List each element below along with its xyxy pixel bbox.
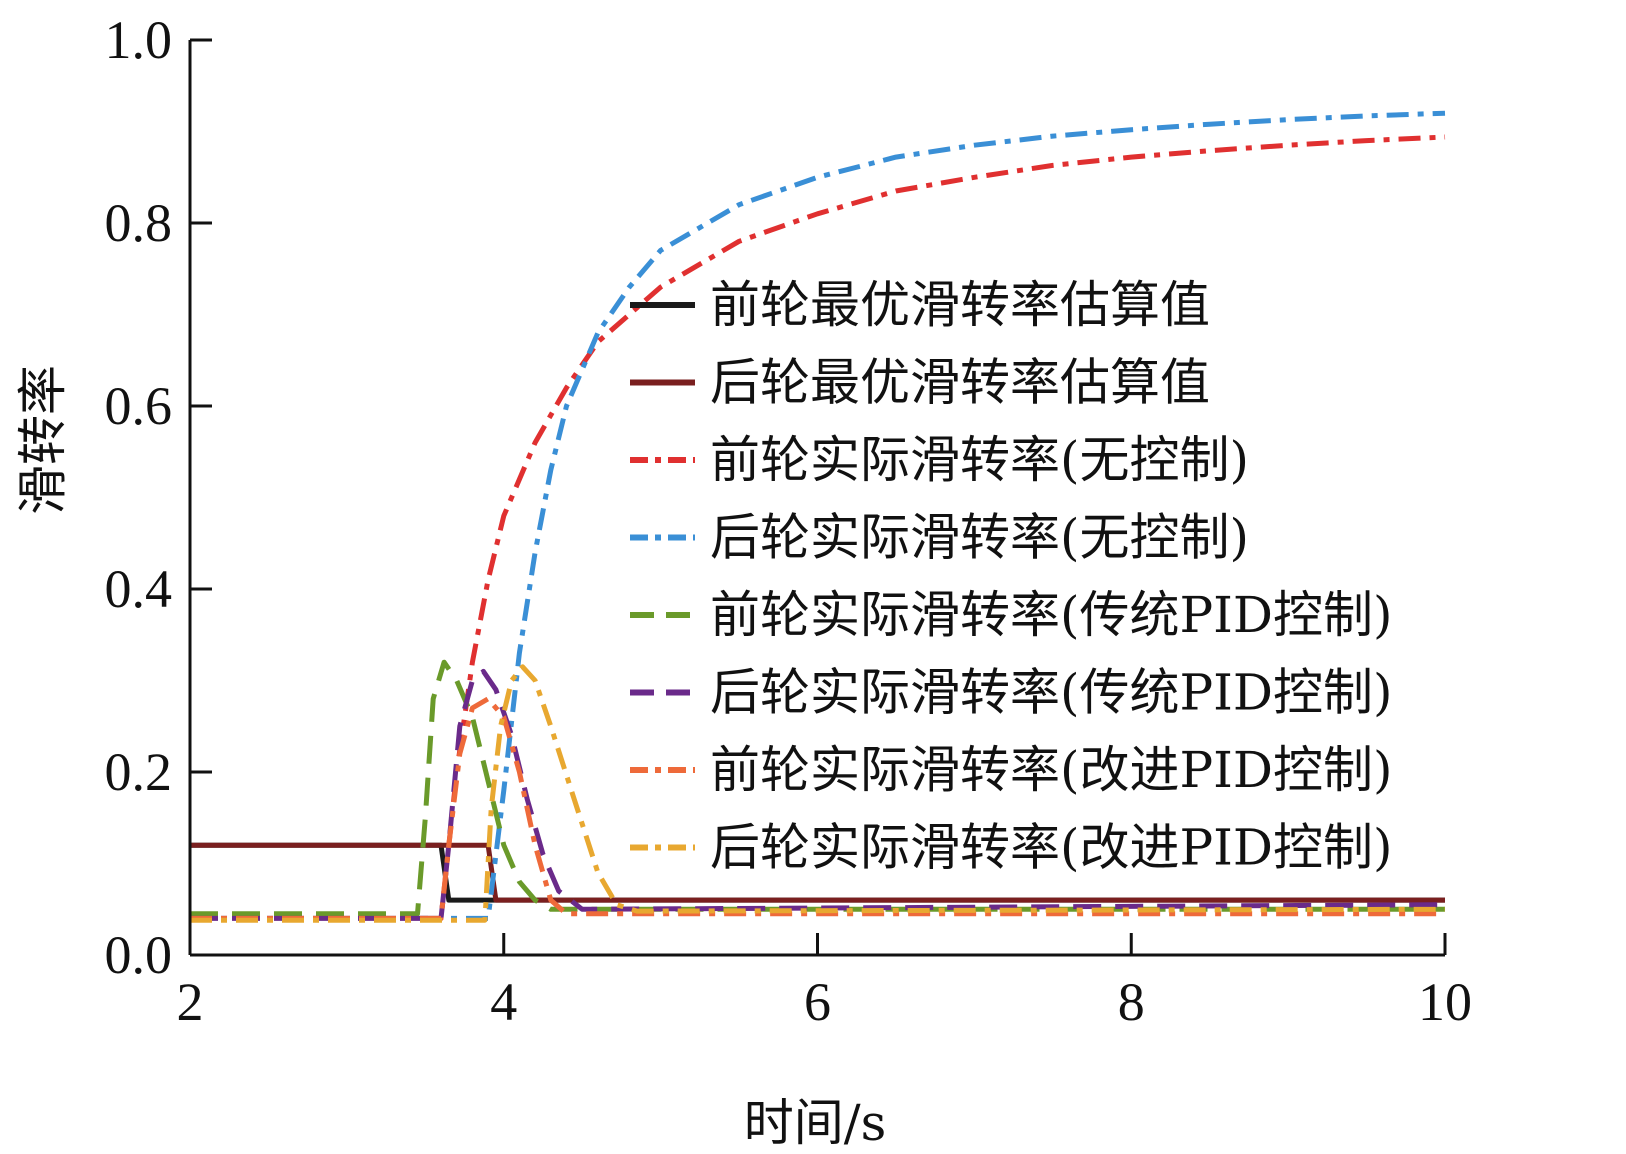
series-line-8: [190, 664, 1446, 923]
y-axis-label: 滑转率: [14, 365, 72, 515]
legend-label: 后轮实际滑转率(传统PID控制): [710, 664, 1393, 722]
legend-label: 前轮实际滑转率(无控制): [710, 431, 1249, 489]
x-tick-label: 8: [1118, 972, 1145, 1032]
series-layer: [190, 110, 1446, 923]
y-tick-label: 1.0: [105, 10, 173, 70]
y-tick-label: 0.0: [105, 925, 173, 985]
x-tick-label: 6: [804, 972, 831, 1032]
legend-label: 后轮实际滑转率(改进PID控制): [710, 819, 1393, 877]
legend-label: 前轮实际滑转率(改进PID控制): [710, 741, 1393, 799]
tick-labels: 2 4 6 8 10 0.0 0.2 0.4 0.6 0.8 1.0: [105, 10, 1473, 1032]
legend-label: 前轮最优滑转率估算值: [710, 276, 1210, 334]
y-tick-label: 0.2: [105, 742, 173, 802]
y-tick-label: 0.8: [105, 193, 173, 253]
x-tick-label: 10: [1418, 972, 1472, 1032]
series-line-6: [190, 668, 1446, 921]
x-tick-label: 2: [177, 972, 204, 1032]
y-tick-label: 0.4: [105, 559, 173, 619]
x-axis-label: 时间/s: [744, 1094, 887, 1152]
x-tick-label: 4: [490, 972, 517, 1032]
axes: [188, 38, 1447, 957]
series-line-4: [190, 110, 1446, 921]
series-line-7: [190, 696, 1445, 921]
legend-label: 前轮实际滑转率(传统PID控制): [710, 586, 1393, 644]
series-line-3: [190, 134, 1446, 921]
legend-label: 后轮实际滑转率(无控制): [710, 509, 1249, 567]
legend-label: 后轮最优滑转率估算值: [710, 354, 1210, 412]
series-line-5: [190, 659, 1445, 917]
y-tick-label: 0.6: [105, 376, 173, 436]
